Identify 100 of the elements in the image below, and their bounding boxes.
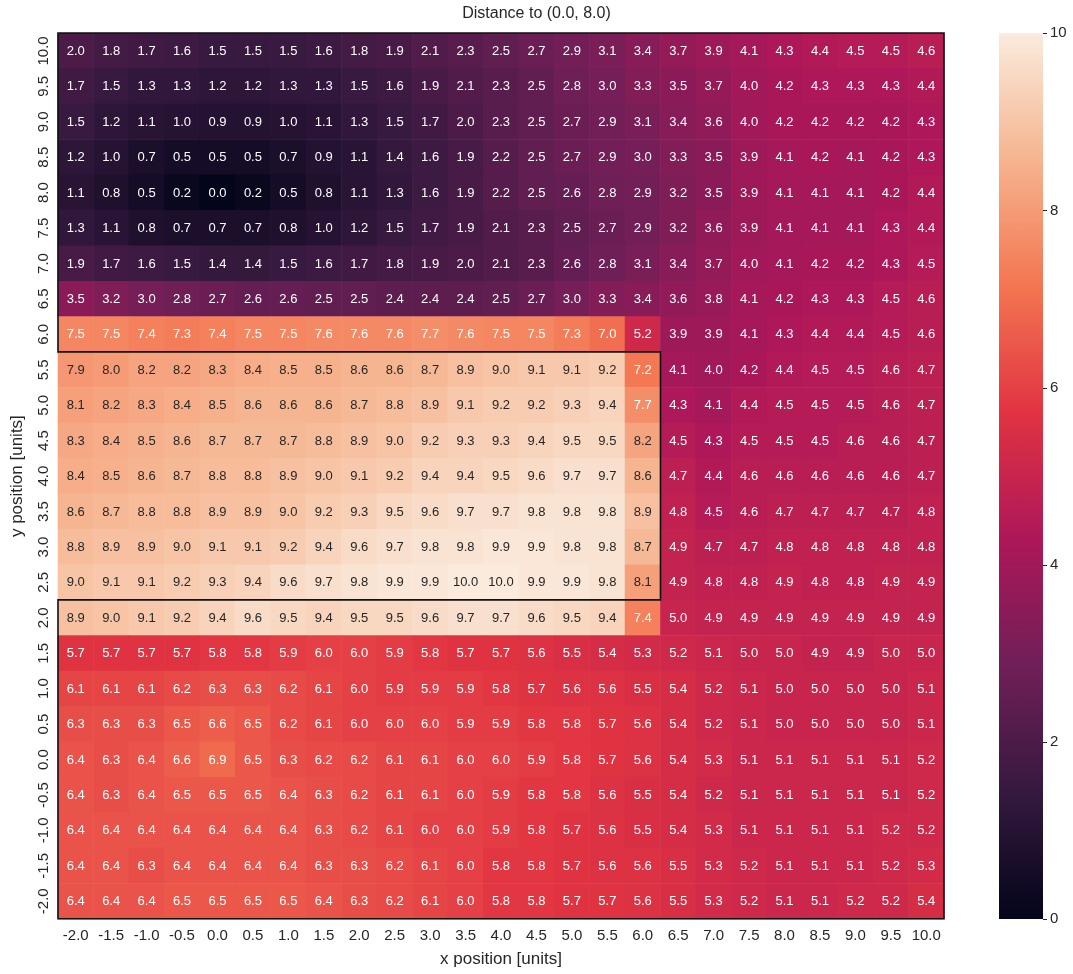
data-label: 6.1 xyxy=(137,680,156,696)
y-tick-label: 3.5 xyxy=(33,501,51,522)
data-label: 4.4 xyxy=(740,397,759,413)
data-label: 5.8 xyxy=(243,645,262,661)
data-label: 4.0 xyxy=(704,361,723,377)
data-label: 6.0 xyxy=(350,716,369,732)
data-label: 2.5 xyxy=(350,291,369,307)
data-label: 4.3 xyxy=(775,326,794,342)
data-label: 4.2 xyxy=(881,113,900,129)
data-label: 6.0 xyxy=(421,716,440,732)
data-label: 6.5 xyxy=(173,787,192,803)
data-label: 4.9 xyxy=(917,574,936,590)
data-label: 2.0 xyxy=(456,255,475,271)
data-label: 6.4 xyxy=(279,822,298,838)
data-label: 5.0 xyxy=(846,716,865,732)
data-label: 8.2 xyxy=(633,432,652,448)
data-label: 9.7 xyxy=(562,468,581,484)
data-label: 9.0 xyxy=(385,432,404,448)
data-label: 0.8 xyxy=(279,220,298,236)
data-label: 4.5 xyxy=(881,291,900,307)
data-label: 5.7 xyxy=(527,680,546,696)
x-tick-label: 9.0 xyxy=(844,926,866,944)
data-label: 4.6 xyxy=(846,468,865,484)
data-label: 4.4 xyxy=(917,78,936,94)
data-label: 9.8 xyxy=(350,574,369,590)
data-label: 4.1 xyxy=(704,397,723,413)
data-label: 4.9 xyxy=(846,609,865,625)
data-label: 7.7 xyxy=(633,397,652,413)
data-label: 6.3 xyxy=(350,893,369,909)
data-label: 5.1 xyxy=(810,857,829,873)
data-label: 3.3 xyxy=(669,149,688,165)
data-label: 5.4 xyxy=(669,680,688,696)
y-tick-label: 10.0 xyxy=(33,36,51,66)
data-label: 2.5 xyxy=(527,113,546,129)
data-label: 9.2 xyxy=(527,397,546,413)
data-label: 9.1 xyxy=(102,574,121,590)
data-label: 5.5 xyxy=(669,893,688,909)
y-tick-label: 6.0 xyxy=(33,323,51,345)
data-label: 4.9 xyxy=(917,609,936,625)
data-label: 5.0 xyxy=(669,609,688,625)
data-label: 5.8 xyxy=(562,787,581,803)
data-label: 6.3 xyxy=(137,716,156,732)
data-label: 3.2 xyxy=(102,291,121,307)
data-label: 0.5 xyxy=(137,184,156,200)
data-label: 5.2 xyxy=(704,716,723,732)
data-label: 5.1 xyxy=(917,680,936,696)
data-label: 3.5 xyxy=(669,78,688,94)
data-label: 0.8 xyxy=(102,184,121,200)
data-label: 5.7 xyxy=(562,857,581,873)
data-label: 1.9 xyxy=(456,184,475,200)
data-label: 8.8 xyxy=(173,503,192,519)
data-label: 8.9 xyxy=(137,539,156,555)
data-label: 6.2 xyxy=(350,822,369,838)
data-label: 4.4 xyxy=(810,42,829,58)
data-label: 6.4 xyxy=(137,751,156,767)
data-label: 6.3 xyxy=(314,857,333,873)
data-label: 3.9 xyxy=(740,220,759,236)
x-axis-title: x position [units] xyxy=(440,949,562,969)
data-label: 4.6 xyxy=(917,291,936,307)
data-label: 6.5 xyxy=(243,893,262,909)
data-label: 4.1 xyxy=(775,184,794,200)
data-label: 8.4 xyxy=(102,432,121,448)
data-label: 6.6 xyxy=(208,716,227,732)
data-label: 4.5 xyxy=(881,326,900,342)
data-label: 8.4 xyxy=(66,468,85,484)
data-label: 7.7 xyxy=(421,326,440,342)
data-label: 6.0 xyxy=(314,645,333,661)
data-label: 6.4 xyxy=(243,822,262,838)
data-label: 5.2 xyxy=(881,857,900,873)
data-label: 1.9 xyxy=(66,255,85,271)
data-label: 1.9 xyxy=(421,255,440,271)
data-label: 5.8 xyxy=(562,751,581,767)
data-label: 5.9 xyxy=(385,680,404,696)
data-label: 5.0 xyxy=(775,716,794,732)
data-label: 9.2 xyxy=(385,468,404,484)
data-label: 1.4 xyxy=(243,255,262,271)
data-label: 4.8 xyxy=(917,503,936,519)
data-label: 8.8 xyxy=(314,432,333,448)
data-label: 1.0 xyxy=(173,113,192,129)
data-label: 1.2 xyxy=(243,78,262,94)
data-label: 4.3 xyxy=(704,432,723,448)
data-label: 4.5 xyxy=(775,432,794,448)
data-label: 6.4 xyxy=(66,822,85,838)
data-label: 8.2 xyxy=(102,397,121,413)
data-label: 5.4 xyxy=(669,822,688,838)
data-label: 5.1 xyxy=(810,893,829,909)
data-label: 8.3 xyxy=(208,361,227,377)
data-label: 5.8 xyxy=(491,857,511,873)
data-label: 2.8 xyxy=(598,184,617,200)
data-label: 4.3 xyxy=(917,113,936,129)
data-label: 6.2 xyxy=(385,857,404,873)
data-label: 1.2 xyxy=(350,220,369,236)
data-label: 2.9 xyxy=(633,220,652,236)
data-label: 6.1 xyxy=(314,716,333,732)
data-label: 8.6 xyxy=(279,397,298,413)
data-label: 4.5 xyxy=(881,42,900,58)
data-label: 8.6 xyxy=(137,468,156,484)
data-label: 9.4 xyxy=(314,539,333,555)
data-label: 1.6 xyxy=(314,255,333,271)
data-label: 9.7 xyxy=(385,539,404,555)
